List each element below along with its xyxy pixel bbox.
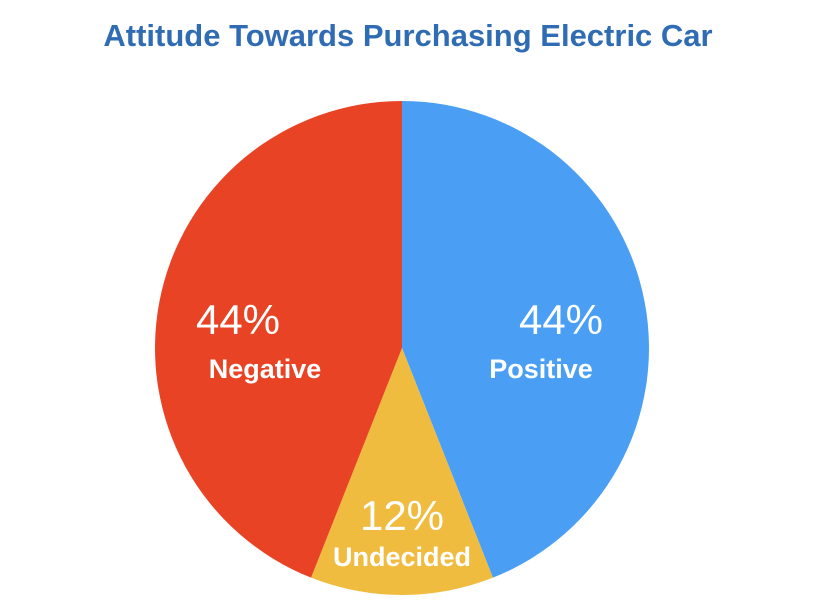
slice-label-undecided: Undecided [333, 542, 471, 572]
slice-percent-positive: 44% [519, 296, 603, 343]
slice-label-negative: Negative [209, 354, 322, 384]
slice-percent-negative: 44% [196, 296, 280, 343]
slice-percent-undecided: 12% [360, 492, 444, 539]
pie-slice-negative [155, 101, 402, 578]
pie-slice-undecided [311, 348, 493, 595]
slice-label-positive: Positive [489, 354, 593, 384]
chart-title: Attitude Towards Purchasing Electric Car [103, 18, 713, 53]
pie-slice-positive [402, 101, 649, 578]
